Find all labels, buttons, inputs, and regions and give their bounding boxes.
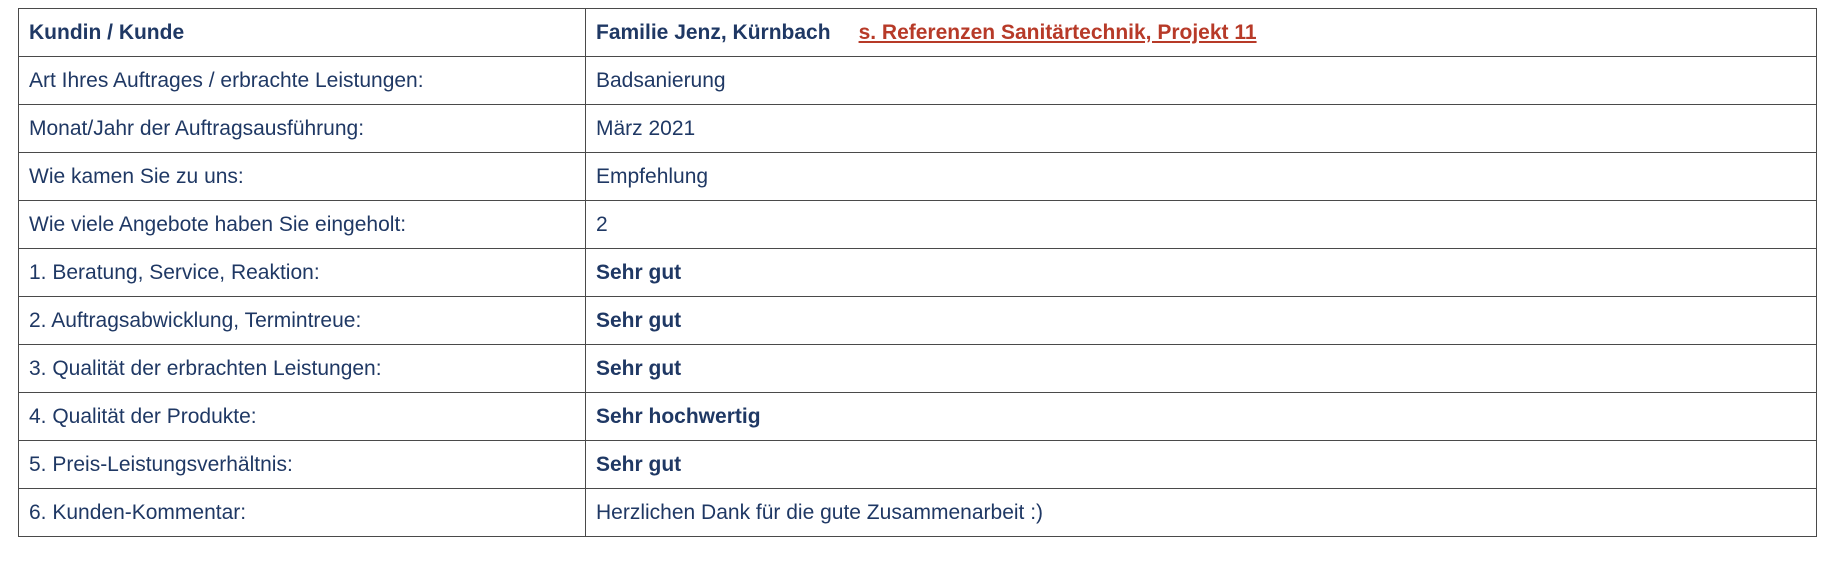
table-row-header: Kundin / Kunde Familie Jenz, Kürnbach s. … [18, 8, 1817, 57]
row-value: Sehr hochwertig [585, 392, 1817, 441]
row-label: 1. Beratung, Service, Reaktion: [18, 248, 586, 297]
customer-reference-table: Kundin / Kunde Familie Jenz, Kürnbach s. … [18, 8, 1817, 537]
table-row: 2. Auftragsabwicklung, Termintreue: Sehr… [18, 296, 1817, 345]
row-label: 6. Kunden-Kommentar: [18, 488, 586, 537]
row-label: 4. Qualität der Produkte: [18, 392, 586, 441]
row-label: 5. Preis-Leistungsverhältnis: [18, 440, 586, 489]
row-label: 3. Qualität der erbrachten Leistungen: [18, 344, 586, 393]
row-value: März 2021 [585, 104, 1817, 153]
row-value: Sehr gut [585, 248, 1817, 297]
row-value: Sehr gut [585, 296, 1817, 345]
table-row: 6. Kunden-Kommentar: Herzlichen Dank für… [18, 488, 1817, 537]
table-row: 1. Beratung, Service, Reaktion: Sehr gut [18, 248, 1817, 297]
table-row: Wie kamen Sie zu uns: Empfehlung [18, 152, 1817, 201]
row-label: 2. Auftragsabwicklung, Termintreue: [18, 296, 586, 345]
table-row: Art Ihres Auftrages / erbrachte Leistung… [18, 56, 1817, 105]
row-label: Wie viele Angebote haben Sie eingeholt: [18, 200, 586, 249]
row-label: Art Ihres Auftrages / erbrachte Leistung… [18, 56, 586, 105]
customer-header-label: Kundin / Kunde [18, 8, 586, 57]
table-row: 4. Qualität der Produkte: Sehr hochwerti… [18, 392, 1817, 441]
table-row: 3. Qualität der erbrachten Leistungen: S… [18, 344, 1817, 393]
row-value: Sehr gut [585, 344, 1817, 393]
table-row: Monat/Jahr der Auftragsausführung: März … [18, 104, 1817, 153]
customer-header-value: Familie Jenz, Kürnbach s. Referenzen Sani… [585, 8, 1817, 57]
table-row: Wie viele Angebote haben Sie eingeholt: … [18, 200, 1817, 249]
row-label: Monat/Jahr der Auftragsausführung: [18, 104, 586, 153]
row-value: Sehr gut [585, 440, 1817, 489]
row-label: Wie kamen Sie zu uns: [18, 152, 586, 201]
row-value: 2 [585, 200, 1817, 249]
row-value: Herzlichen Dank für die gute Zusammenarb… [585, 488, 1817, 537]
table-row: 5. Preis-Leistungsverhältnis: Sehr gut [18, 440, 1817, 489]
customer-name: Familie Jenz, Kürnbach [596, 20, 831, 44]
row-value: Badsanierung [585, 56, 1817, 105]
reference-link[interactable]: s. Referenzen Sanitärtechnik, Projekt 11 [858, 20, 1257, 44]
row-value: Empfehlung [585, 152, 1817, 201]
